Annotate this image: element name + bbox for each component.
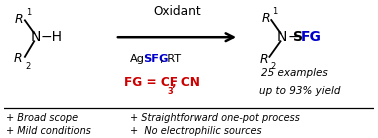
Text: R: R — [15, 13, 23, 26]
Text: + Straightforward one-pot process: + Straightforward one-pot process — [130, 113, 300, 123]
Text: + Mild conditions: + Mild conditions — [6, 126, 90, 136]
Text: 25 examples: 25 examples — [261, 68, 328, 78]
Text: 3: 3 — [168, 87, 174, 96]
Text: N: N — [277, 30, 287, 44]
Text: −: − — [288, 30, 299, 44]
Text: N: N — [31, 30, 41, 44]
Text: 1: 1 — [26, 8, 31, 17]
Text: , RT: , RT — [160, 54, 181, 64]
Text: 2: 2 — [25, 62, 31, 71]
Text: FG: FG — [301, 30, 321, 44]
Text: 2: 2 — [271, 63, 276, 71]
Text: +  No electrophilic sources: + No electrophilic sources — [130, 126, 261, 136]
Text: + Broad scope: + Broad scope — [6, 113, 78, 123]
Text: S: S — [293, 30, 303, 44]
Text: up to 93% yield: up to 93% yield — [259, 86, 341, 96]
Text: R: R — [261, 12, 270, 26]
Text: , CN: , CN — [172, 76, 200, 89]
Text: R: R — [259, 53, 268, 66]
Text: Ag: Ag — [130, 54, 145, 64]
Text: −H: −H — [41, 30, 63, 44]
Text: SFG: SFG — [143, 54, 169, 64]
Text: 1: 1 — [272, 7, 277, 16]
Text: R: R — [14, 52, 22, 65]
Text: FG = CF: FG = CF — [124, 76, 178, 89]
Text: Oxidant: Oxidant — [153, 5, 201, 18]
